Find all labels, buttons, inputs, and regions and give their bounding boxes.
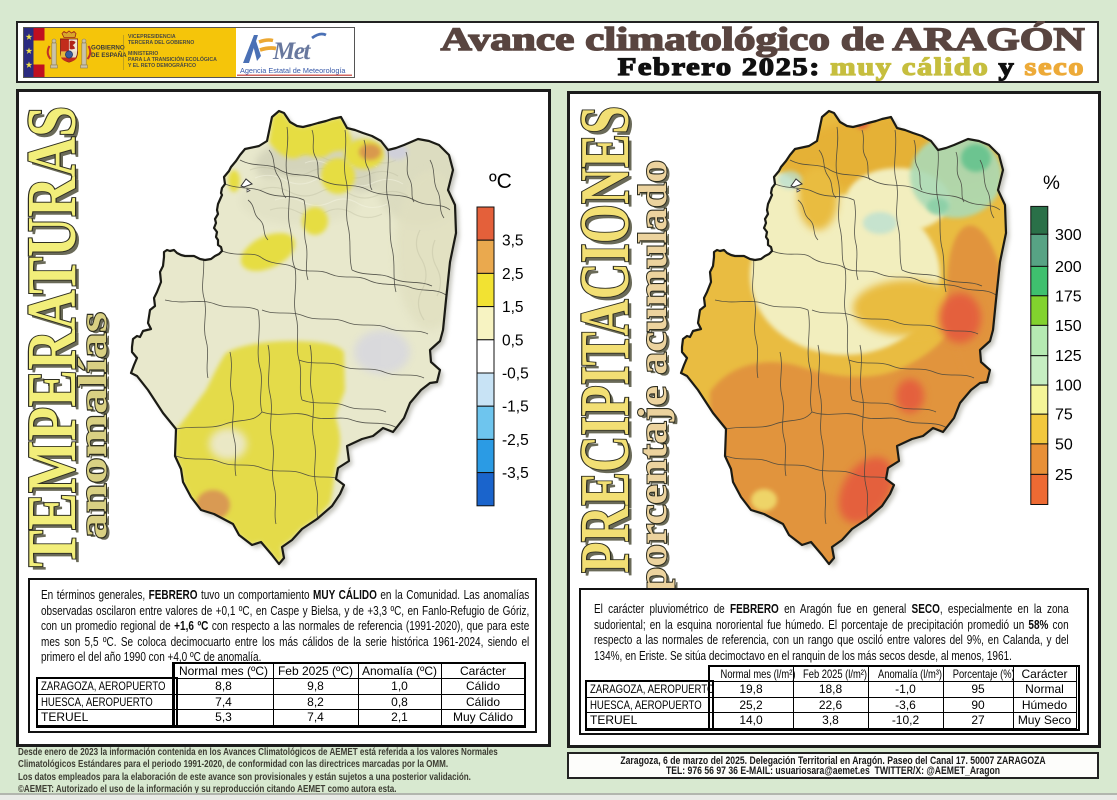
svg-text:-3,5: -3,5 (502, 465, 529, 482)
svg-text:1,5: 1,5 (502, 299, 524, 316)
svg-text:GOBIERNO: GOBIERNO (91, 45, 125, 52)
svg-text:0,5: 0,5 (502, 332, 524, 349)
svg-text:TEMPERATURAS: TEMPERATURAS (14, 106, 91, 567)
svg-text:VICEPRESIDENCIA: VICEPRESIDENCIA (128, 34, 176, 40)
svg-text:-0,5: -0,5 (502, 366, 529, 383)
svg-text:Y EL RETO DEMOGRÁFICO: Y EL RETO DEMOGRÁFICO (128, 62, 196, 69)
svg-text:%: % (1043, 173, 1060, 194)
svg-text:-2,5: -2,5 (502, 432, 529, 449)
svg-text:125: 125 (1055, 348, 1082, 365)
svg-text:150: 150 (1055, 318, 1082, 335)
svg-text:porcentaje acumulado: porcentaje acumulado (630, 160, 675, 592)
svg-text:175: 175 (1055, 288, 1082, 305)
svg-text:100: 100 (1055, 378, 1082, 395)
svg-text:Agencia Estatal de Meteorologí: Agencia Estatal de Meteorología (240, 66, 346, 75)
svg-text:200: 200 (1055, 259, 1082, 276)
svg-text:75: 75 (1055, 407, 1073, 424)
svg-text:300: 300 (1055, 227, 1082, 244)
svg-text:TEMPERATURAS: TEMPERATURAS (18, 110, 95, 571)
svg-text:DE ESPAÑA: DE ESPAÑA (91, 52, 127, 59)
svg-text:2,5: 2,5 (502, 266, 524, 283)
svg-text:PRECIPITACIONES: PRECIPITACIONES (567, 106, 644, 573)
svg-text:anomalías: anomalías (70, 312, 115, 539)
svg-text:anomalías: anomalías (73, 315, 118, 542)
svg-text:3,5: 3,5 (502, 233, 524, 250)
svg-text:-1,5: -1,5 (502, 399, 529, 416)
svg-text:Met: Met (272, 38, 311, 65)
svg-text:porcentaje acumulado: porcentaje acumulado (633, 163, 678, 595)
svg-text:MINISTERIO: MINISTERIO (128, 51, 158, 57)
svg-text:25: 25 (1055, 467, 1073, 484)
svg-text:50: 50 (1055, 436, 1073, 453)
svg-text:ºC: ºC (489, 170, 512, 193)
svg-text:TERCERA DEL GOBIERNO: TERCERA DEL GOBIERNO (128, 40, 194, 46)
svg-text:PRECIPITACIONES: PRECIPITACIONES (571, 110, 648, 577)
svg-text:PARA LA TRANSICIÓN ECOLÓGICA: PARA LA TRANSICIÓN ECOLÓGICA (128, 55, 217, 63)
